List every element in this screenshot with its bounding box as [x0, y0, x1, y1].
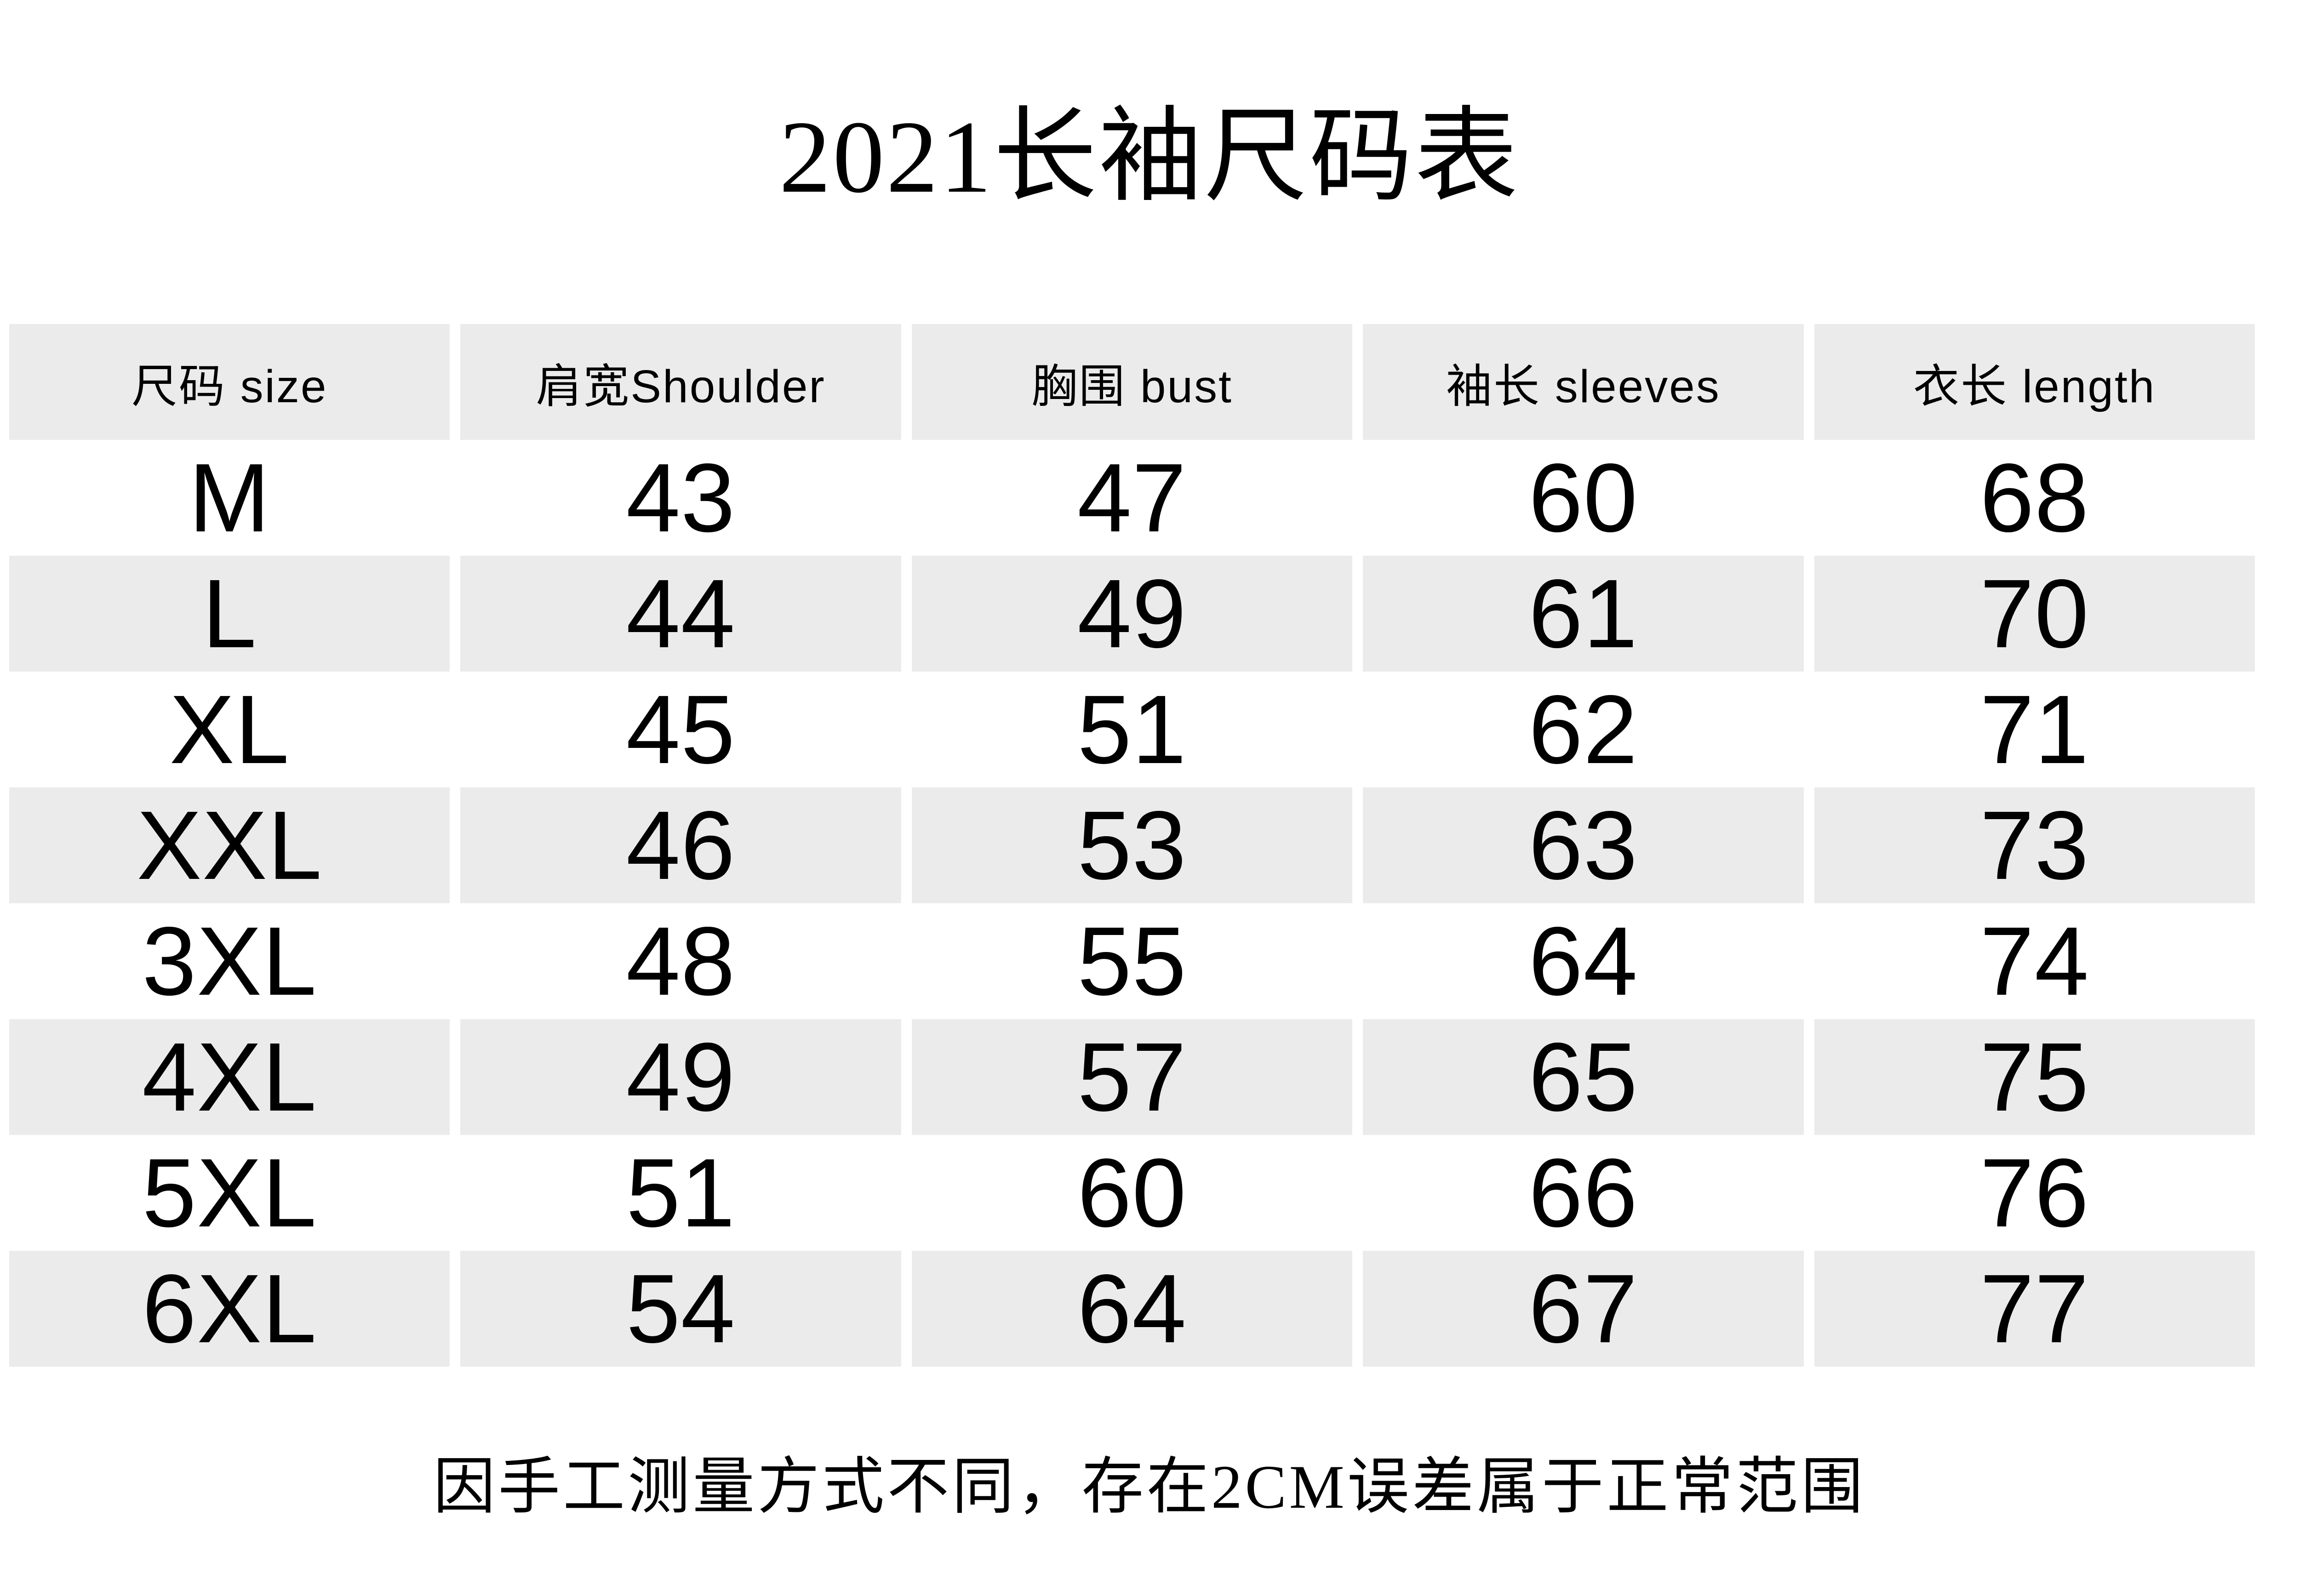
value-cell: 73 [1814, 787, 2255, 903]
value-cell: 74 [1979, 906, 2089, 1015]
value-cell: 53 [911, 787, 1353, 903]
size-cell: L [9, 556, 450, 672]
table-row: 4XL 49 57 65 75 [9, 1019, 2255, 1135]
size-cell: 3XL [142, 906, 317, 1015]
value-cell: 70 [1814, 556, 2255, 672]
value-cell: 44 [460, 556, 901, 672]
value-cell: 67 [1363, 1251, 1804, 1367]
value-cell: 62 [1528, 675, 1638, 784]
value-cell: 71 [1979, 675, 2089, 784]
value-cell: 49 [911, 556, 1353, 672]
value-cell: 61 [1363, 556, 1804, 672]
table-row: XL 45 51 62 71 [9, 672, 2255, 787]
column-header: 肩宽Shoulder [460, 324, 901, 440]
size-cell: 6XL [9, 1251, 450, 1367]
value-cell: 55 [1077, 906, 1187, 1015]
value-cell: 60 [1528, 443, 1638, 552]
value-cell: 66 [1528, 1138, 1638, 1247]
size-cell: 4XL [9, 1019, 450, 1135]
value-cell: 57 [911, 1019, 1353, 1135]
page-title: 2021长袖尺码表 [779, 99, 1520, 214]
size-cell: XXL [9, 787, 450, 903]
value-cell: 47 [1077, 443, 1187, 552]
table-row: 6XL 54 64 67 77 [9, 1251, 2255, 1367]
size-cell: M [189, 443, 270, 552]
table-row: L 44 49 61 70 [9, 556, 2255, 672]
value-cell: 65 [1363, 1019, 1804, 1135]
table-header-row: 尺码 size 肩宽Shoulder 胸围 bust 袖长 sleeves 衣长 len… [9, 324, 2255, 440]
value-cell: 75 [1814, 1019, 2255, 1135]
size-table: 尺码 size 肩宽Shoulder 胸围 bust 袖长 sleeves 衣长 len… [9, 324, 2255, 1367]
value-cell: 64 [1528, 906, 1638, 1015]
column-header: 尺码 size [9, 324, 450, 440]
value-cell: 68 [1979, 443, 2089, 552]
size-cell: 5XL [142, 1138, 317, 1247]
table-row: M 43 47 60 68 [9, 440, 2255, 556]
value-cell: 45 [626, 675, 736, 784]
measurement-note: 因手工测量方式不同，存在2CM误差属于正常范围 [433, 1453, 1866, 1522]
column-header: 衣长 length [1814, 324, 2255, 440]
size-cell: XL [169, 675, 290, 784]
value-cell: 48 [626, 906, 736, 1015]
value-cell: 51 [626, 1138, 736, 1247]
table-row: 5XL 51 60 66 76 [9, 1135, 2255, 1251]
value-cell: 76 [1979, 1138, 2089, 1247]
column-header: 胸围 bust [911, 324, 1353, 440]
table-row: 3XL 48 55 64 74 [9, 903, 2255, 1019]
value-cell: 63 [1363, 787, 1804, 903]
value-cell: 46 [460, 787, 901, 903]
value-cell: 43 [626, 443, 736, 552]
value-cell: 51 [1077, 675, 1187, 784]
value-cell: 64 [911, 1251, 1353, 1367]
value-cell: 60 [1077, 1138, 1187, 1247]
table-row: XXL 46 53 63 73 [9, 787, 2255, 903]
column-header: 袖长 sleeves [1363, 324, 1804, 440]
value-cell: 49 [460, 1019, 901, 1135]
value-cell: 77 [1814, 1251, 2255, 1367]
value-cell: 54 [460, 1251, 901, 1367]
